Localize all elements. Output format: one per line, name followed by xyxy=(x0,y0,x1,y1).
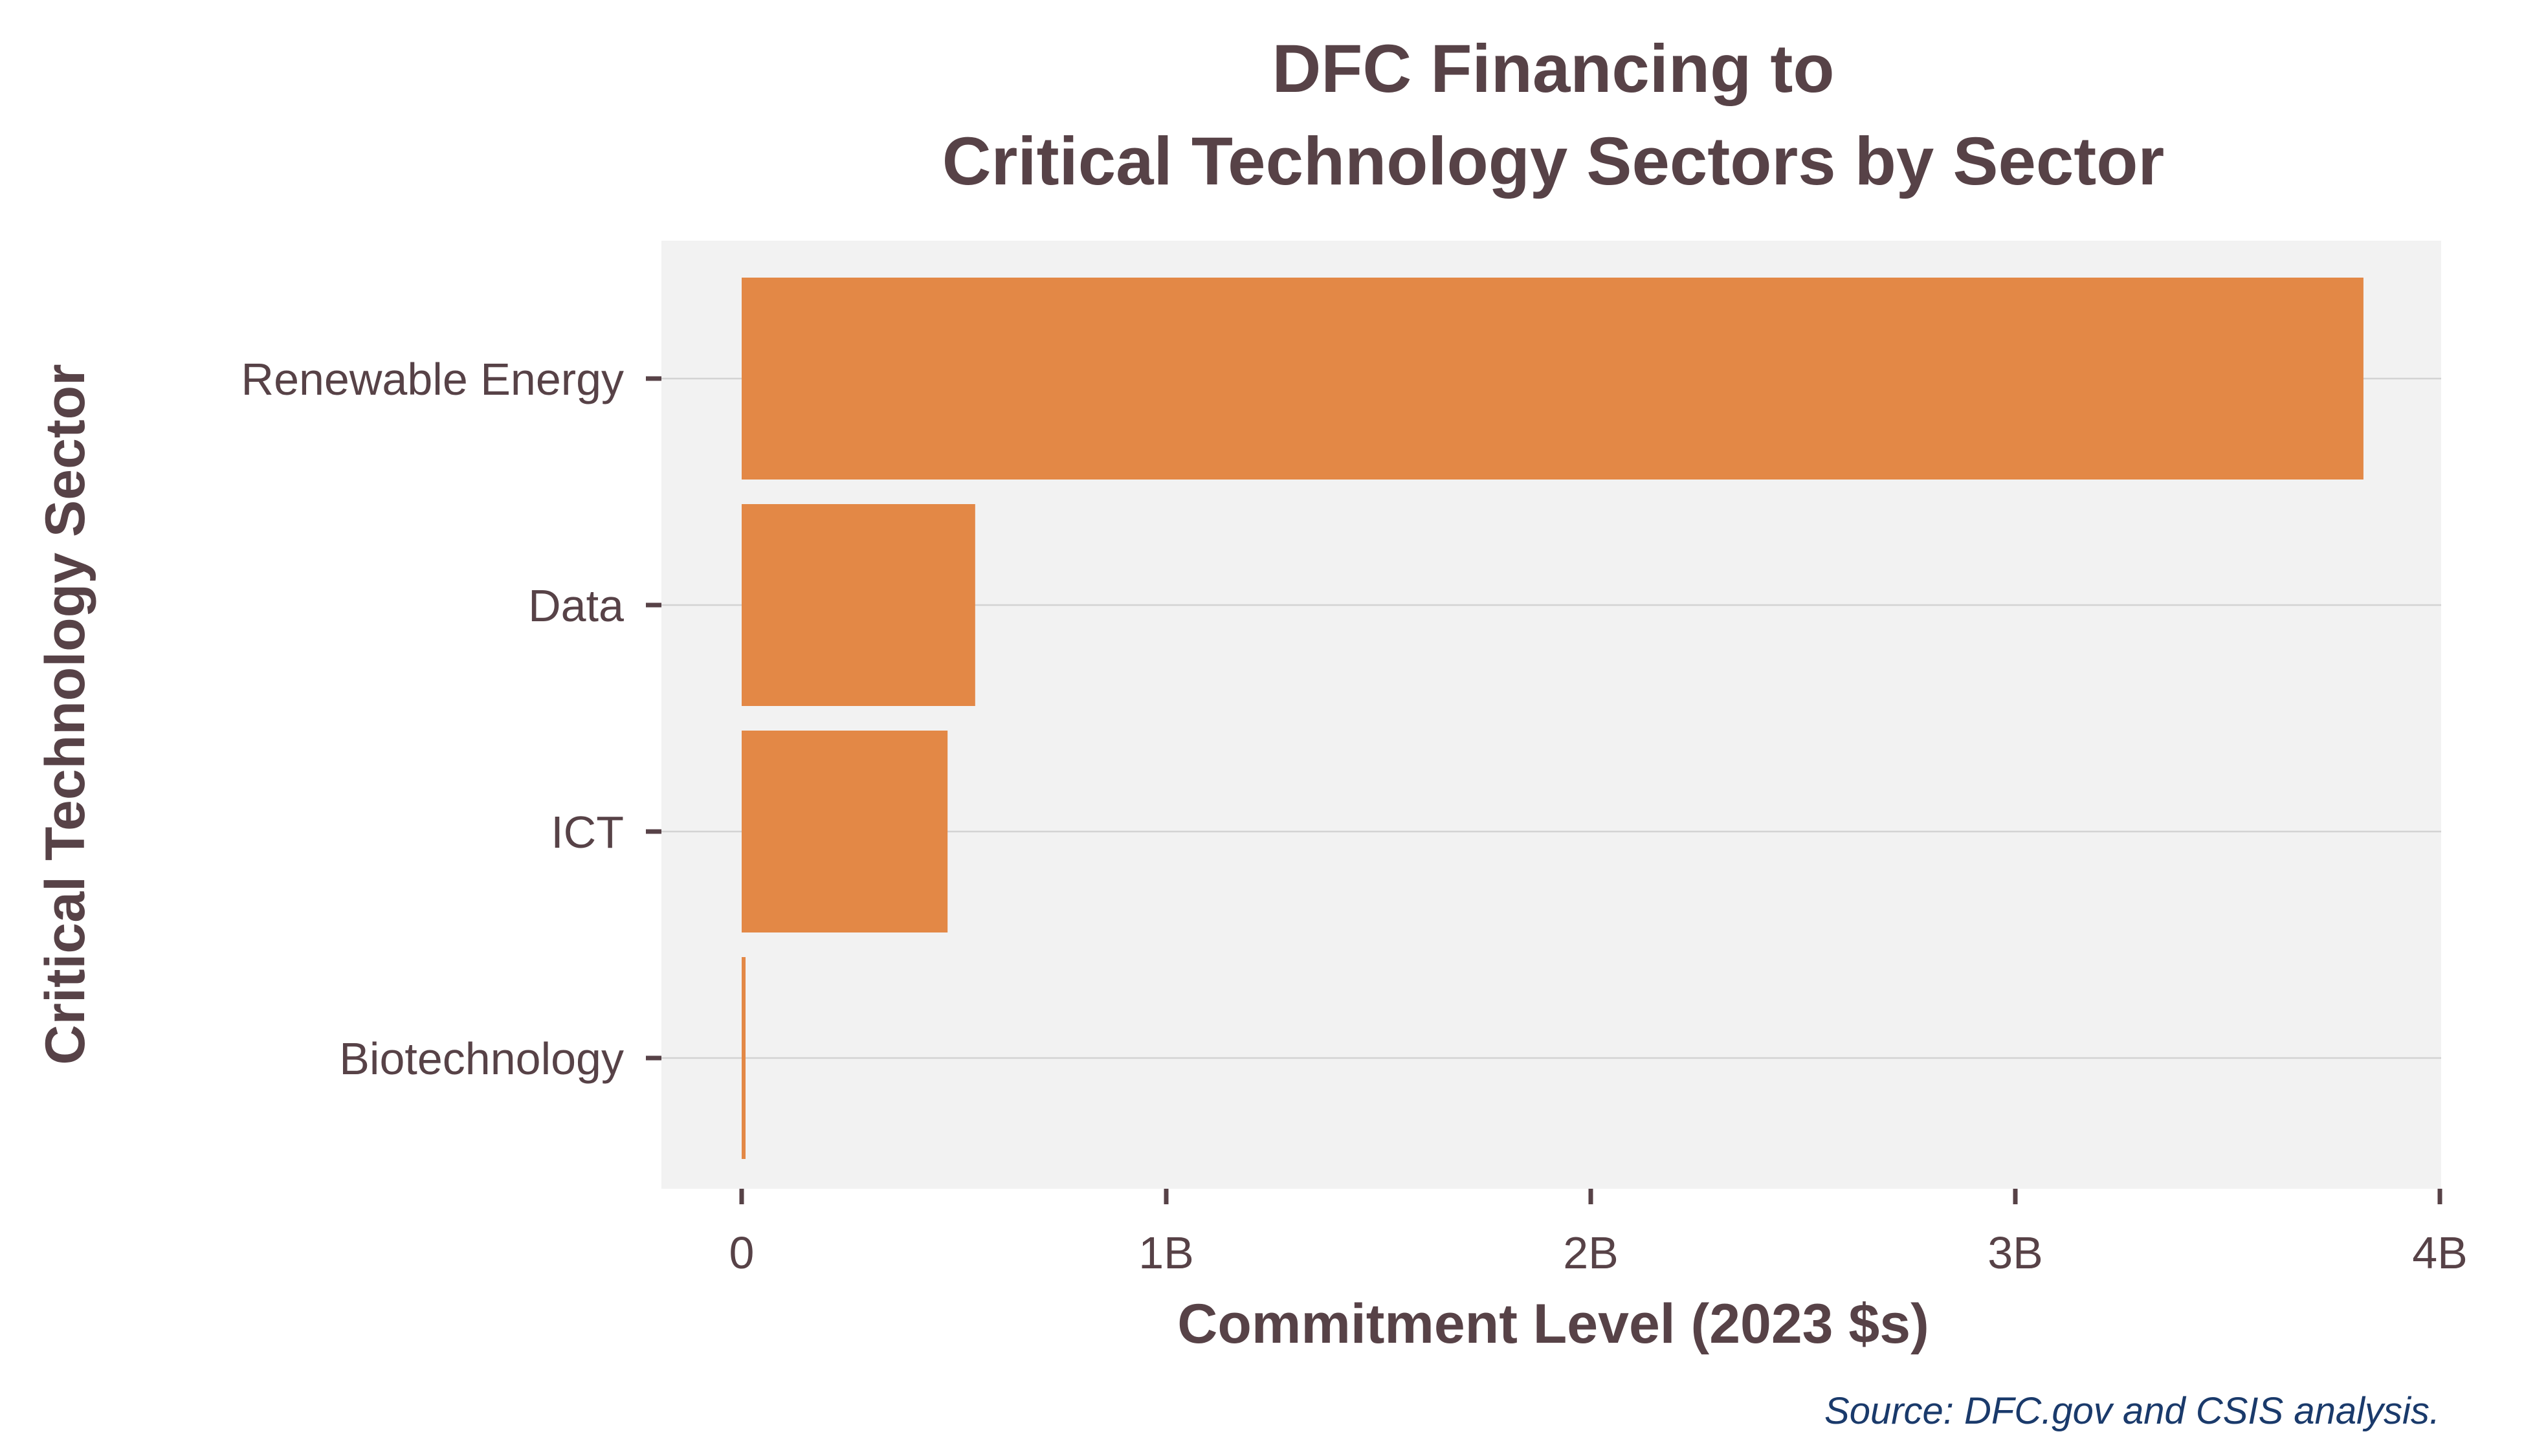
y-tick-label: Data xyxy=(528,580,624,631)
bar-data xyxy=(742,504,975,706)
bar-ict xyxy=(742,731,948,932)
chart-title-line-2: Critical Technology Sectors by Sector xyxy=(942,124,2165,199)
y-tick-label: Biotechnology xyxy=(339,1033,624,1084)
y-axis-title: Critical Technology Sector xyxy=(34,364,96,1064)
x-axis-ticks: 0 1B 2B 3B 4B xyxy=(729,1189,2468,1278)
y-axis-ticks: Renewable Energy Data ICT Biotechnology xyxy=(241,354,661,1084)
bar-renewable-energy xyxy=(742,278,2363,480)
x-tick-label: 0 xyxy=(729,1228,755,1278)
bar-biotechnology xyxy=(742,957,746,1159)
x-axis-title: Commitment Level (2023 $s) xyxy=(1177,1293,1929,1355)
y-tick-label: ICT xyxy=(551,807,624,857)
x-tick-label: 2B xyxy=(1563,1228,1619,1278)
chart-title-line-1: DFC Financing to xyxy=(1272,31,1834,107)
bars xyxy=(742,278,2363,1159)
x-tick-label: 4B xyxy=(2412,1228,2468,1278)
y-tick-label: Renewable Energy xyxy=(241,354,624,404)
source-note: Source: DFC.gov and CSIS analysis. xyxy=(1824,1390,2440,1432)
x-tick-label: 3B xyxy=(1987,1228,2043,1278)
x-tick-label: 1B xyxy=(1138,1228,1194,1278)
